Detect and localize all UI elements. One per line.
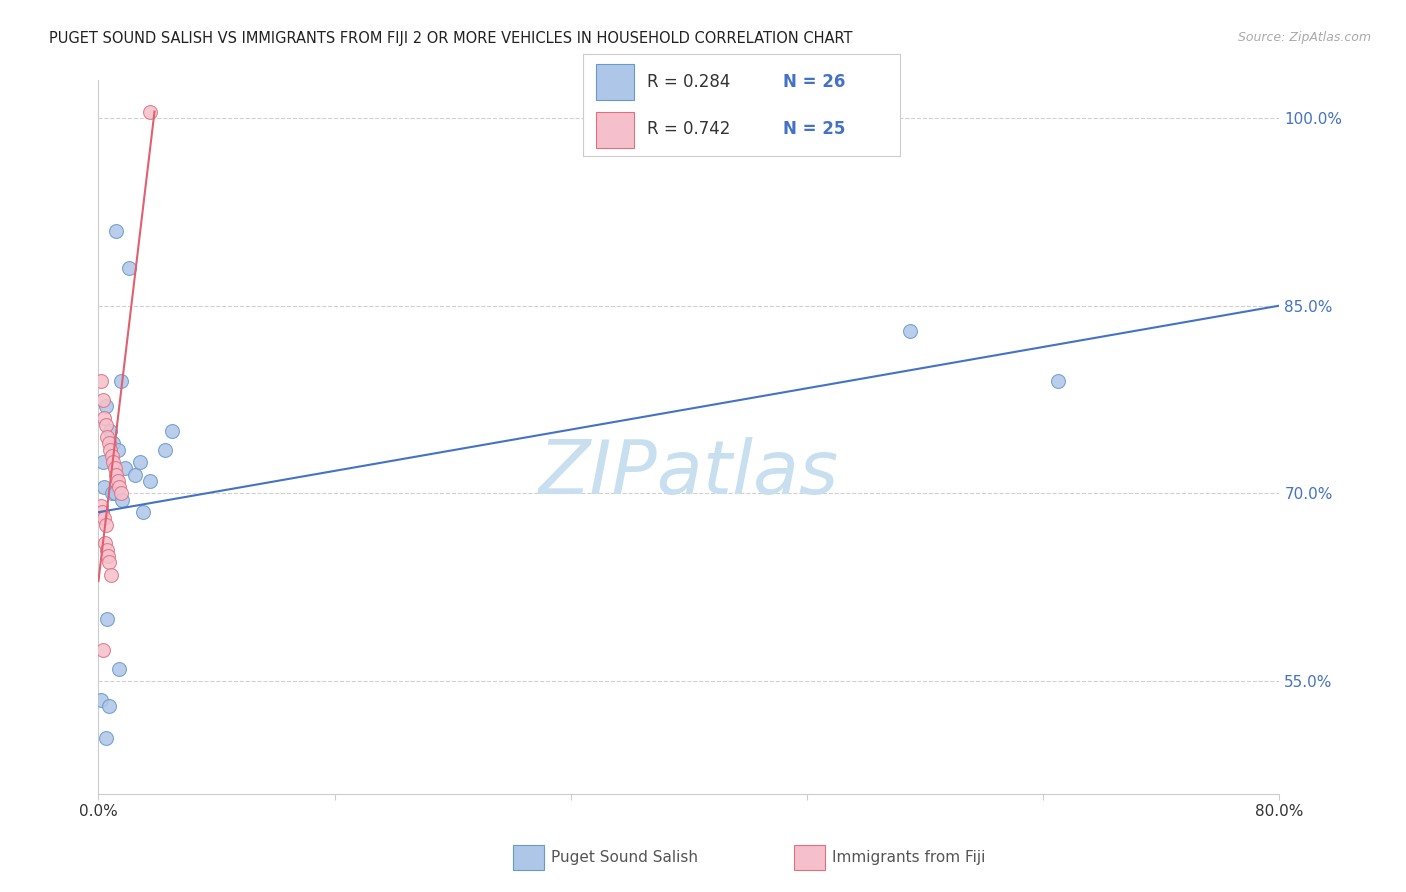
- Point: [97, 549, 120, 563]
- Point: [96, 542, 118, 557]
- Point: [94, 517, 117, 532]
- Point: [124, 467, 146, 482]
- Point: [900, 324, 922, 338]
- Bar: [596, 64, 634, 100]
- Point: [103, 436, 125, 450]
- Point: [93, 480, 115, 494]
- Text: R = 0.284: R = 0.284: [647, 73, 730, 91]
- Point: [114, 461, 136, 475]
- Point: [110, 486, 132, 500]
- Point: [91, 455, 114, 469]
- Text: R = 0.742: R = 0.742: [647, 120, 730, 138]
- Point: [90, 374, 112, 388]
- Point: [96, 612, 118, 626]
- Point: [1046, 374, 1069, 388]
- Point: [132, 505, 155, 519]
- Text: Source: ZipAtlas.com: Source: ZipAtlas.com: [1237, 31, 1371, 45]
- Point: [105, 467, 128, 482]
- Text: PUGET SOUND SALISH VS IMMIGRANTS FROM FIJI 2 OR MORE VEHICLES IN HOUSEHOLD CORRE: PUGET SOUND SALISH VS IMMIGRANTS FROM FI…: [49, 31, 852, 46]
- Point: [91, 392, 114, 407]
- Point: [94, 536, 117, 550]
- Point: [97, 436, 120, 450]
- Point: [90, 693, 112, 707]
- Point: [107, 474, 129, 488]
- Point: [107, 442, 129, 457]
- Point: [97, 699, 120, 714]
- Point: [153, 442, 176, 457]
- Point: [100, 486, 122, 500]
- Text: Immigrants from Fiji: Immigrants from Fiji: [832, 850, 986, 864]
- Point: [98, 555, 121, 569]
- Point: [98, 424, 121, 438]
- Point: [105, 223, 128, 237]
- Point: [96, 430, 118, 444]
- Bar: [596, 112, 634, 148]
- Point: [94, 417, 117, 432]
- Point: [93, 411, 115, 425]
- Point: [139, 104, 162, 119]
- Point: [108, 480, 131, 494]
- Point: [93, 511, 115, 525]
- Point: [94, 399, 117, 413]
- Point: [162, 424, 183, 438]
- Point: [110, 374, 132, 388]
- Point: [118, 261, 141, 276]
- Point: [128, 455, 150, 469]
- Point: [111, 492, 134, 507]
- Point: [91, 643, 114, 657]
- Point: [98, 442, 121, 457]
- Point: [90, 499, 112, 513]
- Point: [108, 662, 131, 676]
- Text: Puget Sound Salish: Puget Sound Salish: [551, 850, 699, 864]
- Point: [103, 455, 125, 469]
- Text: ZIPatlas: ZIPatlas: [538, 437, 839, 508]
- Point: [100, 567, 122, 582]
- Text: N = 25: N = 25: [783, 120, 845, 138]
- Text: N = 26: N = 26: [783, 73, 845, 91]
- Point: [94, 731, 117, 745]
- Point: [139, 474, 162, 488]
- Point: [104, 486, 127, 500]
- Point: [91, 505, 114, 519]
- Point: [100, 449, 122, 463]
- Point: [104, 461, 127, 475]
